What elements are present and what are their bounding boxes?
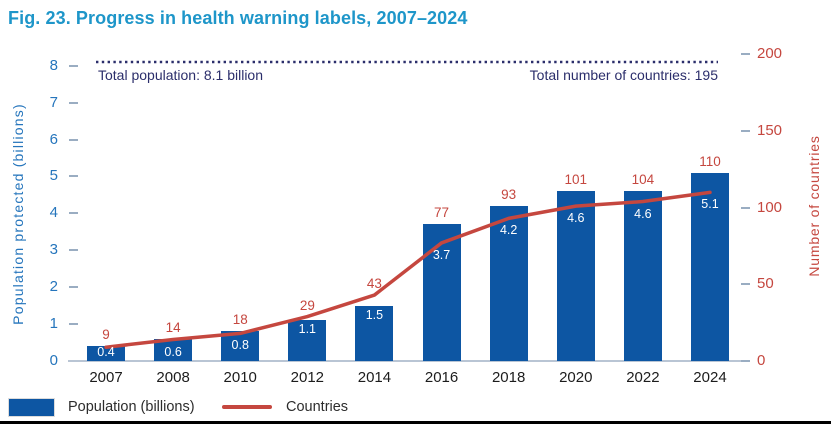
left-axis-tick-mark bbox=[69, 286, 78, 289]
left-axis-tick-label: 4 bbox=[49, 204, 58, 222]
left-axis-tick-label: 6 bbox=[49, 130, 58, 148]
bar-2007 bbox=[87, 346, 125, 361]
left-axis-tick-mark bbox=[69, 323, 78, 326]
x-tick-label-2008: 2008 bbox=[156, 369, 190, 386]
left-axis-tick-label: 1 bbox=[49, 315, 58, 333]
countries-value-2018: 93 bbox=[501, 186, 517, 202]
left-axis-tick-mark bbox=[69, 212, 78, 215]
x-tick-label-2010: 2010 bbox=[223, 369, 257, 386]
right-axis-tick-label: 200 bbox=[757, 45, 783, 63]
x-tick-label-2018: 2018 bbox=[491, 369, 526, 386]
left-axis-tick-label: 0 bbox=[49, 352, 58, 369]
right-axis-tick-mark bbox=[741, 53, 750, 56]
bar-value-2024: 5.1 bbox=[701, 197, 719, 212]
x-tick-label-2022: 2022 bbox=[626, 369, 660, 386]
x-tick-label-2016: 2016 bbox=[424, 369, 459, 386]
right-axis-tick-mark bbox=[741, 206, 750, 209]
x-tick-label-2014: 2014 bbox=[357, 369, 392, 386]
x-tick-label-2007: 2007 bbox=[89, 369, 123, 386]
left-axis-tick-mark bbox=[69, 101, 78, 104]
countries-value-2020: 101 bbox=[564, 172, 588, 188]
bar-value-2018: 4.2 bbox=[499, 223, 518, 238]
legend-countries-label: Countries bbox=[286, 399, 349, 415]
right-axis-tick-label: 50 bbox=[757, 275, 774, 293]
bar-value-2020: 4.6 bbox=[567, 211, 585, 226]
total-countries-annotation: Total number of countries: 195 bbox=[529, 67, 718, 83]
left-axis-tick-label: 8 bbox=[49, 56, 58, 74]
left-axis-tick-label: 5 bbox=[49, 167, 58, 185]
left-axis-tick-mark bbox=[69, 64, 78, 67]
legend-population-label: Population (billions) bbox=[68, 399, 195, 415]
bar-value-2022: 4.6 bbox=[634, 206, 652, 221]
bar-value-2016: 3.7 bbox=[432, 247, 451, 262]
left-axis-tick-label: 7 bbox=[49, 93, 58, 111]
countries-value-2007: 9 bbox=[102, 327, 110, 343]
bar-value-2012: 1.1 bbox=[298, 322, 317, 337]
countries-value-2016: 77 bbox=[434, 205, 450, 221]
x-tick-label-2012: 2012 bbox=[290, 369, 325, 386]
total-population-annotation: Total population: 8.1 billion bbox=[98, 67, 264, 83]
right-axis-tick-label: 0 bbox=[757, 352, 766, 369]
countries-value-2024: 110 bbox=[699, 153, 721, 169]
legend-countries-line-swatch bbox=[222, 405, 272, 409]
figure-title: Fig. 23. Progress in health warning labe… bbox=[8, 8, 468, 28]
bar-value-2010: 0.8 bbox=[231, 338, 249, 353]
left-axis-tick-mark bbox=[69, 138, 78, 141]
bar-value-2007: 0.4 bbox=[97, 345, 115, 359]
left-axis-tick-label: 3 bbox=[49, 241, 58, 259]
x-tick-label-2020: 2020 bbox=[559, 369, 593, 386]
bar-value-2008: 0.6 bbox=[164, 344, 182, 359]
right-axis-tick-mark bbox=[741, 283, 750, 286]
bottom-rule bbox=[0, 421, 831, 424]
right-axis-tick-label: 150 bbox=[757, 122, 783, 139]
bar-value-2014: 1.5 bbox=[365, 307, 384, 322]
countries-value-2014: 43 bbox=[366, 276, 382, 292]
countries-value-2022: 104 bbox=[631, 172, 655, 188]
right-axis-tick-mark bbox=[741, 360, 750, 362]
bar-2016 bbox=[422, 224, 461, 361]
countries-value-2010: 18 bbox=[232, 312, 248, 328]
legend-population-swatch bbox=[8, 398, 55, 417]
left-axis-tick-mark bbox=[69, 249, 78, 252]
countries-value-2012: 29 bbox=[299, 297, 315, 313]
x-tick-label-2024: 2024 bbox=[693, 369, 727, 386]
right-axis-tick-mark bbox=[741, 130, 750, 132]
left-axis-tick-mark bbox=[69, 175, 78, 178]
legend: Population (billions) Countries bbox=[0, 394, 831, 420]
x-axis-line bbox=[68, 360, 742, 362]
countries-value-2008: 14 bbox=[165, 319, 181, 335]
left-axis-tick-label: 2 bbox=[49, 278, 58, 296]
right-axis-tick-label: 100 bbox=[757, 198, 783, 216]
